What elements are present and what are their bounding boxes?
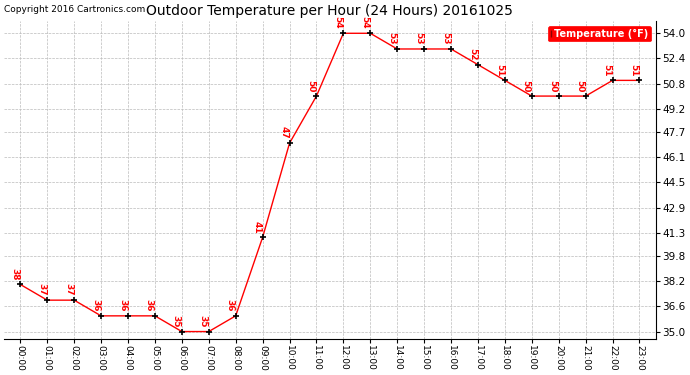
Text: 36: 36 xyxy=(118,299,127,312)
Legend: Temperature (°F): Temperature (°F) xyxy=(548,26,651,42)
Text: 53: 53 xyxy=(441,32,450,45)
Text: 51: 51 xyxy=(629,64,638,76)
Text: 35: 35 xyxy=(199,315,208,327)
Text: 37: 37 xyxy=(37,284,46,296)
Text: 50: 50 xyxy=(306,80,315,92)
Text: 50: 50 xyxy=(575,80,584,92)
Text: 54: 54 xyxy=(360,16,369,29)
Text: 41: 41 xyxy=(253,220,262,233)
Text: 50: 50 xyxy=(522,80,531,92)
Text: 36: 36 xyxy=(91,299,100,312)
Title: Outdoor Temperature per Hour (24 Hours) 20161025: Outdoor Temperature per Hour (24 Hours) … xyxy=(146,4,513,18)
Text: 52: 52 xyxy=(468,48,477,60)
Text: 51: 51 xyxy=(495,64,504,76)
Text: 36: 36 xyxy=(226,299,235,312)
Text: 37: 37 xyxy=(64,284,73,296)
Text: 36: 36 xyxy=(145,299,154,312)
Text: 51: 51 xyxy=(602,64,611,76)
Text: 53: 53 xyxy=(414,32,423,45)
Text: 50: 50 xyxy=(549,80,558,92)
Text: Copyright 2016 Cartronics.com: Copyright 2016 Cartronics.com xyxy=(4,5,146,14)
Text: 54: 54 xyxy=(333,16,342,29)
Text: 53: 53 xyxy=(387,32,396,45)
Text: 47: 47 xyxy=(279,126,288,139)
Text: 38: 38 xyxy=(10,268,19,280)
Text: 35: 35 xyxy=(172,315,181,327)
